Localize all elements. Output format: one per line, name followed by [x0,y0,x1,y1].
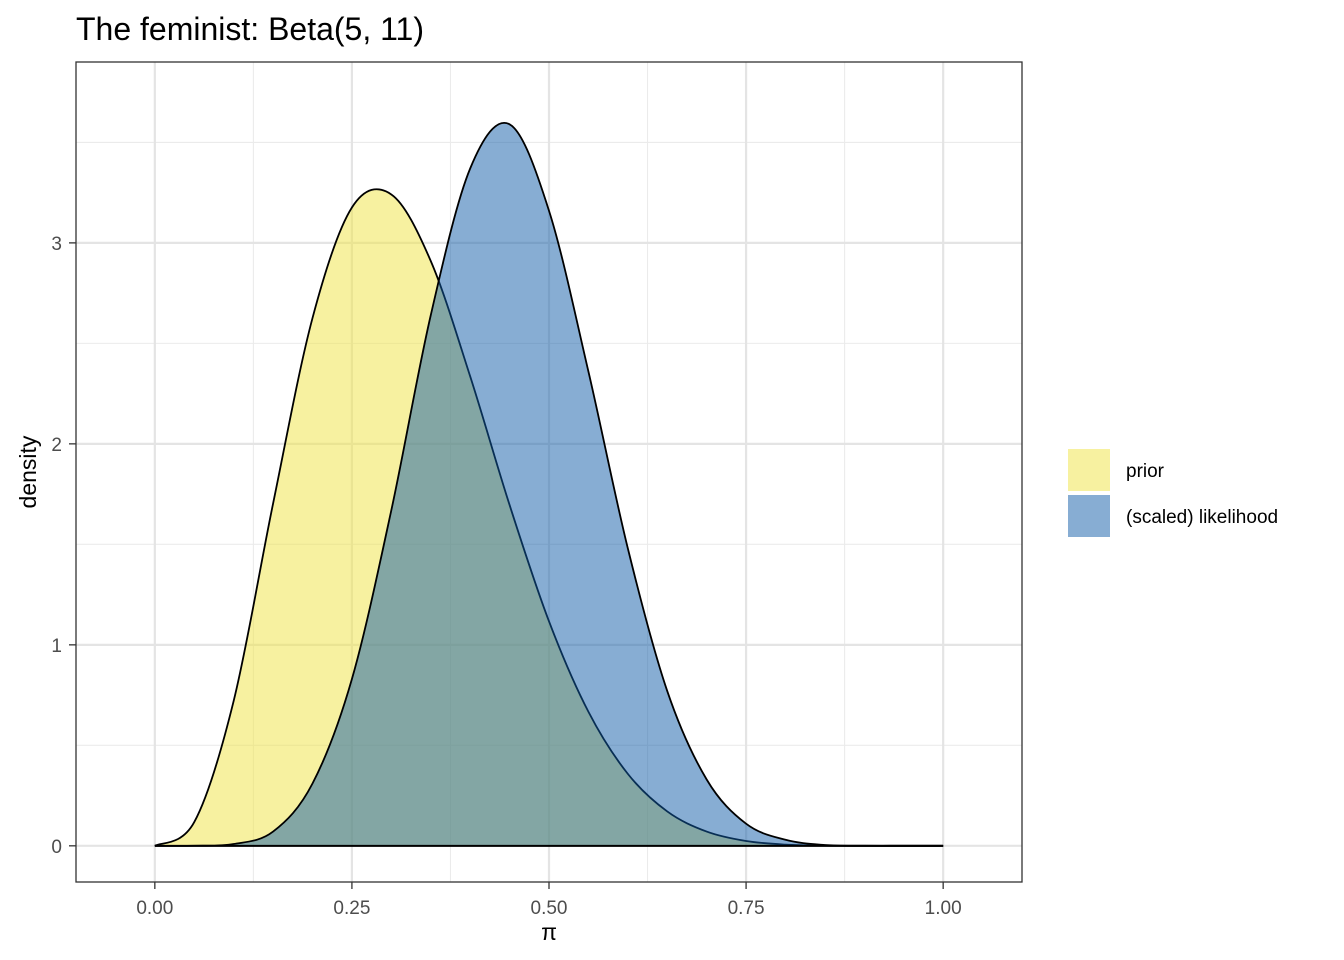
legend-key-1 [1068,495,1110,537]
y-axis-title: density [15,435,41,508]
x-axis: 0.00 0.25 0.50 0.75 1.00 [136,882,962,919]
series-areas [154,122,944,847]
x-axis-title: π [541,919,557,945]
series-line-1 [154,122,944,847]
chart-title: The feminist: Beta(5, 11) [76,11,424,47]
legend-key-0 [1068,449,1110,491]
y-tick-label: 0 [51,837,62,858]
y-axis: 0 1 2 3 [51,234,76,858]
x-tick-label: 0.75 [728,898,765,919]
x-tick-label: 1.00 [925,898,962,919]
legend: prior (scaled) likelihood [1068,449,1278,537]
series-area-1 [154,122,944,846]
plot-area [75,61,1023,883]
x-tick-label: 0.00 [136,898,173,919]
legend-label-1: (scaled) likelihood [1126,507,1278,528]
y-tick-label: 3 [51,234,62,255]
x-tick-label: 0.50 [531,898,568,919]
x-tick-label: 0.25 [333,898,370,919]
legend-label-0: prior [1126,461,1165,482]
y-tick-label: 1 [51,636,62,657]
y-tick-label: 2 [51,435,62,456]
